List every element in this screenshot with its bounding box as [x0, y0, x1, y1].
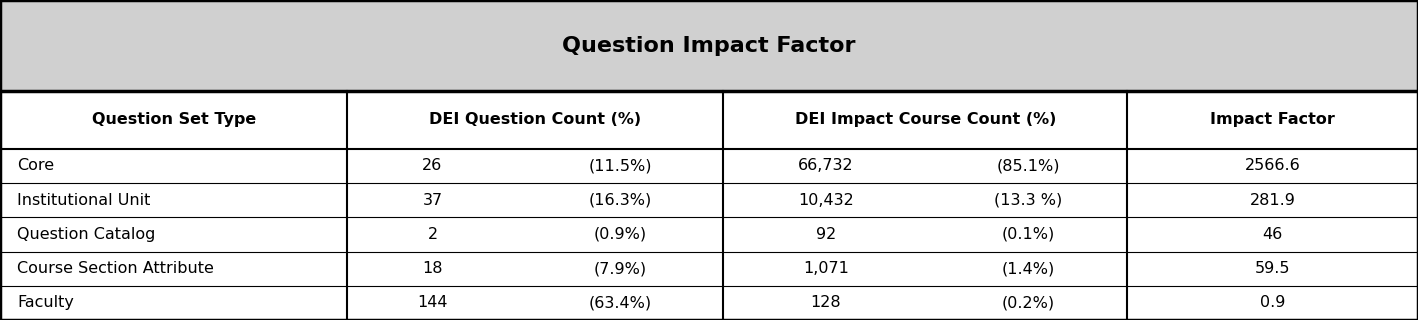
Text: 92: 92: [815, 227, 837, 242]
Text: Question Impact Factor: Question Impact Factor: [563, 36, 855, 56]
Text: 128: 128: [811, 295, 841, 310]
Text: DEI Impact Course Count (%): DEI Impact Course Count (%): [794, 113, 1056, 127]
Text: 46: 46: [1262, 227, 1283, 242]
Text: (63.4%): (63.4%): [588, 295, 652, 310]
Bar: [0, 0, 1418, 91]
Text: (0.2%): (0.2%): [1001, 295, 1055, 310]
Text: 2566.6: 2566.6: [1245, 158, 1300, 173]
Text: 281.9: 281.9: [1249, 193, 1296, 208]
Text: 37: 37: [423, 193, 442, 208]
Text: 26: 26: [423, 158, 442, 173]
Text: Core: Core: [17, 158, 54, 173]
Text: 59.5: 59.5: [1255, 261, 1290, 276]
Text: DEI Question Count (%): DEI Question Count (%): [430, 113, 641, 127]
Text: 2: 2: [427, 227, 438, 242]
Text: (85.1%): (85.1%): [997, 158, 1059, 173]
Text: 18: 18: [423, 261, 442, 276]
Text: 144: 144: [417, 295, 448, 310]
Text: 10,432: 10,432: [798, 193, 854, 208]
Text: (13.3 %): (13.3 %): [994, 193, 1062, 208]
Bar: [0, 91, 1418, 149]
Text: (0.9%): (0.9%): [594, 227, 647, 242]
Text: 0.9: 0.9: [1261, 295, 1285, 310]
Text: (0.1%): (0.1%): [1001, 227, 1055, 242]
Text: Question Catalog: Question Catalog: [17, 227, 156, 242]
Text: Institutional Unit: Institutional Unit: [17, 193, 150, 208]
Text: (11.5%): (11.5%): [588, 158, 652, 173]
Text: (7.9%): (7.9%): [594, 261, 647, 276]
Text: Faculty: Faculty: [17, 295, 74, 310]
Text: Course Section Attribute: Course Section Attribute: [17, 261, 214, 276]
Text: Question Set Type: Question Set Type: [92, 113, 255, 127]
Text: (1.4%): (1.4%): [1001, 261, 1055, 276]
Text: 1,071: 1,071: [803, 261, 849, 276]
Text: 66,732: 66,732: [798, 158, 854, 173]
Text: (16.3%): (16.3%): [588, 193, 652, 208]
Text: Impact Factor: Impact Factor: [1210, 113, 1336, 127]
